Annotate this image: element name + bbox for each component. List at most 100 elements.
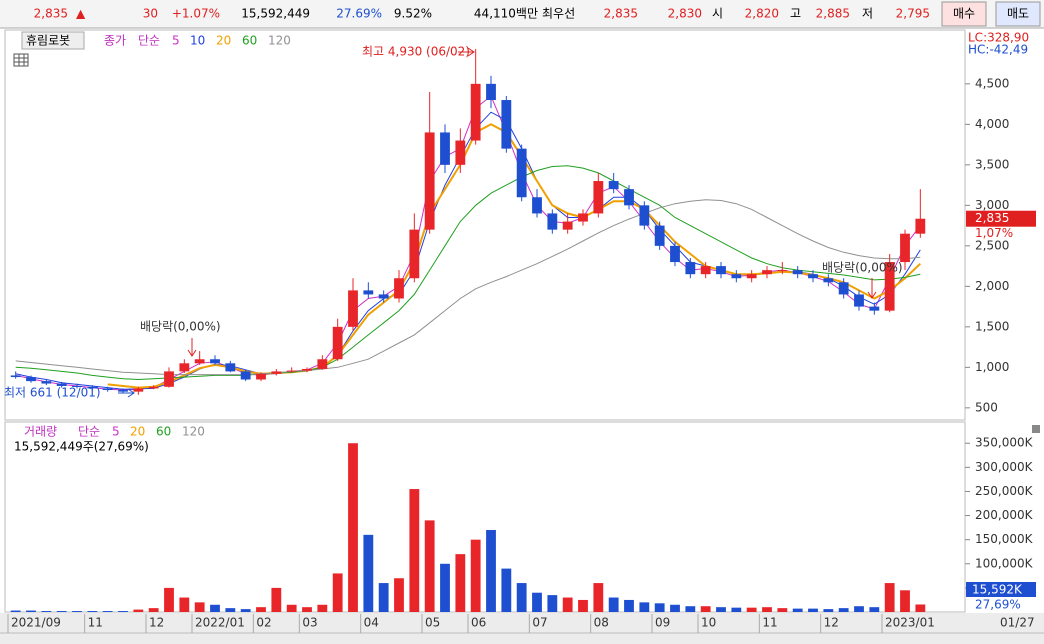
- volume-bar: [578, 599, 588, 612]
- x-tick-label: 2021/09: [11, 616, 61, 630]
- y-tick-label: 500: [975, 400, 998, 414]
- price-panel: [4, 29, 966, 421]
- ticker-box[interactable]: [21, 31, 85, 50]
- annotation: 최저 661 (12/01): [4, 386, 101, 400]
- y-tick-label: 350,000K: [975, 436, 1034, 450]
- candle-body: [179, 363, 190, 372]
- volume-bar: [547, 595, 558, 612]
- x-tick-label: 06: [471, 616, 486, 630]
- volume-bar: [286, 604, 297, 612]
- trade-button[interactable]: [941, 1, 987, 27]
- x-tick-label: 10: [701, 616, 716, 630]
- x-tick-label: 04: [364, 616, 379, 630]
- ma-line: [15, 95, 921, 391]
- last-change-label: 1,07%: [975, 226, 1013, 240]
- quote-field: 2,885: [816, 7, 850, 21]
- y-tick-label: 2,500: [975, 238, 1009, 252]
- legend-entry: 20: [216, 34, 231, 48]
- volume-bar: [762, 607, 772, 612]
- quote-field: 2,820: [745, 7, 779, 21]
- volume-bar: [608, 597, 619, 612]
- candle-body: [148, 386, 159, 389]
- quote-field: 고: [790, 7, 801, 21]
- quote-field: 2,795: [896, 7, 930, 21]
- quote-field: 2,835: [34, 7, 68, 21]
- candle-body: [317, 359, 328, 369]
- candle-body: [547, 213, 558, 230]
- volume-bar: [409, 489, 420, 612]
- annotation-arrow: [118, 388, 135, 398]
- x-tick-label: 07: [532, 616, 547, 630]
- trade-button-label[interactable]: 매수: [953, 7, 975, 21]
- candle-body: [194, 359, 205, 364]
- volume-bar: [854, 606, 864, 612]
- volume-bar: [10, 610, 21, 612]
- candle-body: [501, 100, 512, 149]
- volume-bar: [823, 609, 834, 612]
- volume-bar: [731, 607, 742, 612]
- last-price-box: [966, 210, 1036, 227]
- candle-body: [731, 274, 742, 279]
- volume-bar: [639, 602, 650, 612]
- last-volume-label: 15,592K: [972, 583, 1023, 597]
- volume-legend-entry: 5: [112, 425, 120, 439]
- candle-body: [562, 221, 573, 230]
- x-tick-label: 11: [88, 616, 103, 630]
- candle-body: [716, 266, 726, 275]
- candle-body: [777, 270, 788, 272]
- candle-body: [302, 368, 312, 371]
- legend-entry: 120: [268, 34, 291, 48]
- quote-field: 27.69%: [336, 7, 382, 21]
- candle-body: [654, 225, 665, 246]
- last-volume-pct: 27,69%: [975, 598, 1021, 612]
- volume-bar: [486, 530, 496, 612]
- volume-legend-entry: 60: [156, 425, 171, 439]
- candle-body: [700, 266, 711, 275]
- x-tick-label: 2022/01: [195, 616, 245, 630]
- candle-body: [578, 213, 588, 222]
- y-tick-label: 1,000: [975, 360, 1009, 374]
- candle-body: [164, 371, 174, 387]
- volume-summary: 15,592,449주(27,69%): [14, 440, 149, 454]
- volume-bar: [455, 554, 466, 612]
- trade-button[interactable]: [995, 1, 1041, 27]
- candle-body: [884, 262, 895, 311]
- candle-body: [869, 306, 880, 311]
- candle-body: [256, 373, 266, 380]
- x-tick-label: 12: [149, 616, 164, 630]
- candle-body: [808, 274, 818, 279]
- x-tick-label: 03: [302, 616, 317, 630]
- volume-bar: [884, 583, 895, 612]
- volume-bar: [317, 604, 328, 612]
- volume-bar: [102, 611, 113, 612]
- volume-bar: [562, 597, 573, 612]
- candle-body: [746, 274, 757, 279]
- candle-body: [409, 229, 420, 279]
- x-axis-bar: [0, 613, 1044, 644]
- volume-bar: [624, 599, 634, 612]
- volume-bar: [302, 607, 312, 612]
- y-tick-label: 3,000: [975, 198, 1009, 212]
- ma-line: [107, 123, 921, 389]
- volume-bar: [838, 608, 849, 612]
- candle-body: [838, 282, 849, 295]
- volume-bar: [118, 611, 128, 612]
- volume-bar: [378, 583, 389, 612]
- quote-field: ▲: [76, 7, 86, 21]
- close-icon[interactable]: [1032, 425, 1040, 433]
- last-price-label: 2,835: [975, 211, 1009, 225]
- x-tick-label: 09: [655, 616, 670, 630]
- table-icon[interactable]: [13, 53, 29, 67]
- trade-button-label[interactable]: 매도: [1007, 7, 1029, 21]
- y-tick-label: 1,500: [975, 319, 1009, 333]
- candle-body: [41, 381, 52, 384]
- candle-body: [440, 132, 450, 165]
- volume-bar: [256, 607, 266, 612]
- y-tick-label: 4,000: [975, 117, 1009, 131]
- volume-bar: [869, 607, 880, 612]
- volume-bar: [593, 583, 604, 612]
- candle-body: [685, 262, 696, 275]
- volume-bar: [271, 587, 282, 612]
